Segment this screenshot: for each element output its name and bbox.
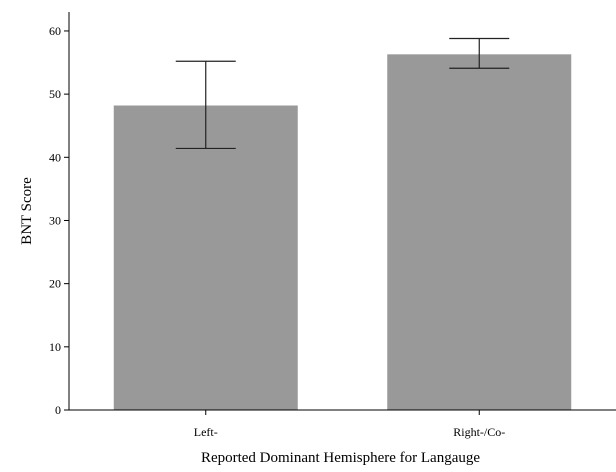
x-tick-label-2: Right-/Co- — [453, 425, 505, 439]
y-tick-label-10: 10 — [49, 340, 61, 354]
axes-layer — [68, 12, 616, 411]
y-axis-title: BNT Score — [19, 177, 35, 245]
y-tick-label-20: 20 — [49, 277, 61, 291]
bar-right-co — [387, 54, 572, 410]
bar-left — [113, 105, 298, 410]
y-tick-label-30: 30 — [49, 213, 61, 227]
y-ticks-layer: 0 10 20 30 40 50 60 — [49, 24, 69, 417]
x-tick-label-1: Left- — [194, 425, 218, 439]
x-ticks-layer: Left- Right-/Co- — [194, 410, 505, 439]
y-tick-label-40: 40 — [49, 150, 61, 164]
y-tick-label-50: 50 — [49, 87, 61, 101]
error-bar-2 — [449, 37, 510, 69]
y-tick-label-0: 0 — [55, 403, 61, 417]
error-bars-layer — [175, 37, 510, 150]
error-bar-1 — [175, 60, 236, 150]
x-axis-title: Reported Dominant Hemisphere for Langaug… — [201, 450, 480, 466]
bars-layer — [113, 54, 572, 410]
y-tick-label-60: 60 — [49, 24, 61, 38]
